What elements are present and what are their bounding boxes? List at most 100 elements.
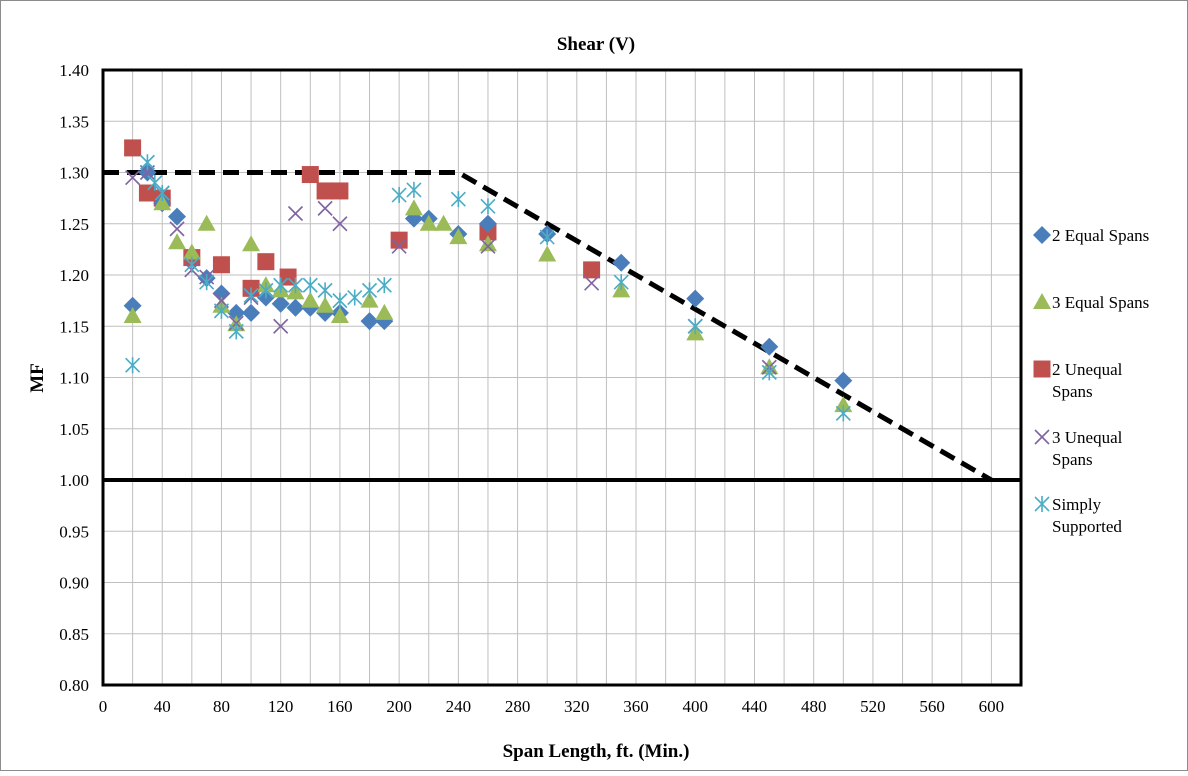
data-point bbox=[450, 191, 466, 208]
data-point bbox=[434, 214, 453, 231]
data-point bbox=[316, 296, 335, 313]
data-point bbox=[138, 184, 156, 202]
x-tick-label: 0 bbox=[99, 697, 108, 716]
x-tick-label: 160 bbox=[327, 697, 353, 716]
data-point bbox=[286, 298, 305, 317]
data-point bbox=[478, 214, 497, 233]
data-point bbox=[480, 198, 496, 215]
legend-label: 2 Unequal Spans bbox=[1052, 360, 1123, 401]
x-tick-label: 600 bbox=[979, 697, 1005, 716]
data-point bbox=[331, 182, 349, 200]
data-point bbox=[243, 287, 259, 304]
data-point bbox=[316, 182, 334, 200]
data-point bbox=[391, 187, 407, 204]
y-tick-label: 1.35 bbox=[59, 112, 89, 131]
y-tick-label: 1.00 bbox=[59, 471, 89, 490]
data-point bbox=[360, 312, 379, 331]
chart-title: Shear (V) bbox=[557, 34, 635, 55]
data-point bbox=[212, 256, 230, 274]
x-tick-label: 40 bbox=[154, 697, 171, 716]
data-point bbox=[332, 292, 348, 309]
series-simply-supported bbox=[125, 154, 851, 422]
data-point bbox=[686, 289, 705, 308]
tick-labels: 0 40 80 120 160 200 240 280 320 360 400 440 480 520 56… bbox=[59, 61, 1004, 716]
y-tick-label: 0.80 bbox=[59, 676, 89, 695]
legend-label: 3 Unequal Spans bbox=[1052, 428, 1123, 469]
x-tick-label: 80 bbox=[213, 697, 230, 716]
legend-label: Simply Supported bbox=[1052, 495, 1122, 536]
data-point bbox=[361, 282, 378, 299]
y-tick-label: 1.25 bbox=[59, 215, 89, 234]
data-point bbox=[257, 253, 275, 271]
data-point bbox=[391, 238, 407, 254]
y-tick-label: 1.05 bbox=[59, 420, 89, 439]
data-point bbox=[139, 154, 155, 171]
data-point bbox=[124, 139, 142, 157]
data-point bbox=[406, 181, 422, 198]
x-tick-label: 200 bbox=[386, 697, 412, 716]
data-point bbox=[123, 307, 142, 323]
x-tick-label: 240 bbox=[446, 697, 472, 716]
data-point bbox=[347, 289, 363, 306]
y-tick-label: 1.20 bbox=[59, 266, 89, 285]
data-point bbox=[154, 185, 170, 201]
legend: 2 Equal Spans 3 Equal Spans 2 Unequal Spans… bbox=[1033, 226, 1149, 536]
data-point bbox=[273, 277, 289, 294]
data-point bbox=[330, 307, 349, 323]
legend-item: 2 Unequal Spans bbox=[1033, 360, 1123, 401]
reference-lines bbox=[103, 170, 1021, 483]
y-tick-label: 0.85 bbox=[59, 625, 89, 644]
data-point bbox=[687, 318, 703, 335]
data-point bbox=[480, 238, 496, 254]
data-point bbox=[273, 318, 289, 334]
data-point bbox=[123, 296, 142, 315]
data-point bbox=[258, 282, 274, 299]
data-point bbox=[317, 282, 333, 299]
data-points bbox=[123, 139, 853, 422]
legend-item: 3 Equal Spans bbox=[1033, 293, 1149, 312]
data-point bbox=[539, 229, 555, 246]
data-point bbox=[168, 207, 187, 226]
x-tick-label: 320 bbox=[564, 697, 590, 716]
data-point bbox=[478, 235, 497, 252]
data-point bbox=[760, 337, 779, 356]
legend-item: 2 Equal Spans bbox=[1033, 226, 1149, 245]
data-point bbox=[449, 228, 468, 245]
data-point bbox=[228, 323, 244, 340]
legend-item: Simply Supported bbox=[1034, 495, 1122, 536]
legend-marker bbox=[1034, 429, 1050, 445]
data-point bbox=[147, 174, 163, 191]
x-tick-label: 400 bbox=[683, 697, 709, 716]
data-point bbox=[199, 274, 215, 291]
x-tick-label: 520 bbox=[860, 697, 886, 716]
x-tick-label: 280 bbox=[505, 697, 531, 716]
data-point bbox=[612, 253, 631, 272]
data-point bbox=[301, 166, 319, 184]
data-point bbox=[375, 303, 394, 320]
y-tick-label: 1.30 bbox=[59, 164, 89, 183]
data-point bbox=[360, 291, 379, 308]
data-point bbox=[376, 277, 392, 294]
data-point bbox=[169, 221, 185, 237]
x-axis-title: Span Length, ft. (Min.) bbox=[503, 741, 690, 762]
data-point bbox=[153, 194, 172, 211]
data-point bbox=[213, 302, 230, 319]
legend-marker bbox=[1034, 496, 1050, 512]
x-tick-label: 560 bbox=[919, 697, 945, 716]
data-point bbox=[242, 235, 261, 252]
data-point bbox=[197, 214, 216, 231]
data-point bbox=[583, 261, 601, 279]
data-point bbox=[227, 303, 246, 322]
data-point bbox=[761, 364, 777, 381]
x-tick-label: 440 bbox=[742, 697, 768, 716]
data-point bbox=[301, 291, 320, 308]
data-point bbox=[212, 284, 231, 303]
data-point bbox=[390, 231, 408, 249]
y-axis-title: MF bbox=[27, 363, 48, 393]
legend-marker bbox=[1033, 293, 1051, 309]
data-point bbox=[125, 357, 141, 374]
y-tick-label: 0.95 bbox=[59, 522, 89, 541]
